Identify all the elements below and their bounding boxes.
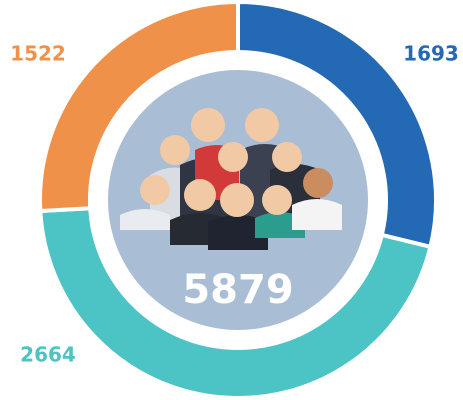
value-label: 1522	[10, 42, 66, 66]
total-label: 5879	[182, 267, 293, 313]
value-label: 1693	[403, 42, 459, 66]
chart: 5879 1693 2664 1522	[0, 0, 463, 400]
value-label: 2664	[20, 343, 76, 367]
